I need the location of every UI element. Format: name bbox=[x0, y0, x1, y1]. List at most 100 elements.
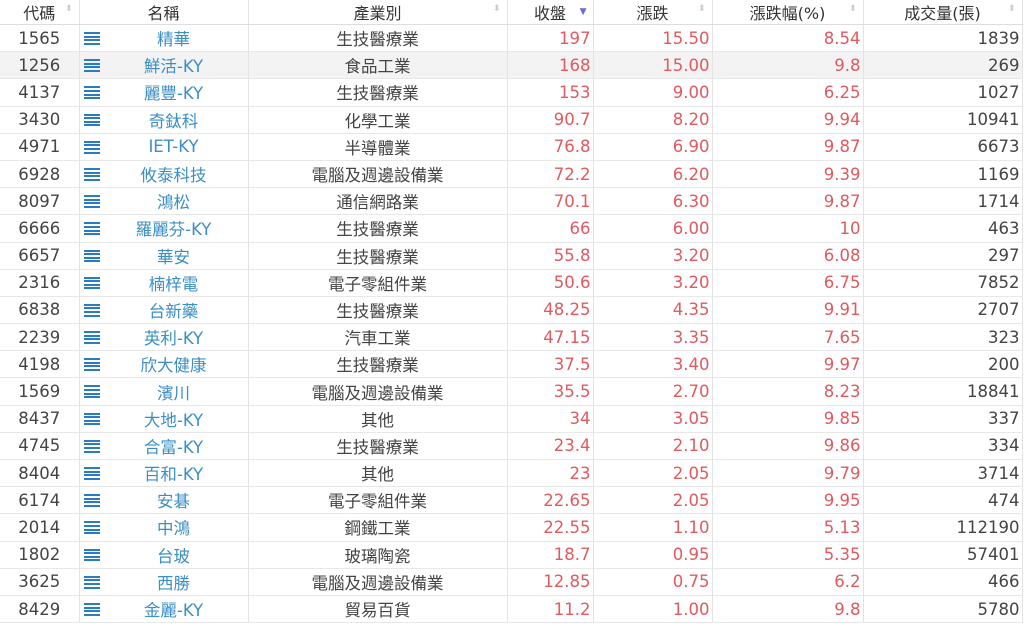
stock-name-cell[interactable]: 濱川 bbox=[79, 377, 249, 406]
list-icon[interactable] bbox=[83, 32, 100, 45]
stock-name-link[interactable]: 西勝 bbox=[157, 573, 190, 593]
list-icon[interactable] bbox=[83, 521, 100, 535]
table-row[interactable]: 4971 IET-KY 半導體業 76.8 6.90 9.87 6673 bbox=[0, 133, 1023, 161]
table-row[interactable]: 6174 安碁 電子零組件業 22.65 2.05 9.95 474 bbox=[0, 486, 1023, 515]
stock-name-link[interactable]: 百和-KY bbox=[143, 465, 204, 485]
list-icon[interactable] bbox=[83, 467, 100, 480]
stock-name-cell[interactable]: 華安 bbox=[79, 242, 249, 270]
table-row[interactable]: 3625 西勝 電腦及週邊設備業 12.85 0.75 6.2 466 bbox=[0, 568, 1023, 596]
stock-name-cell[interactable]: IET-KY bbox=[79, 133, 249, 161]
stock-name-link[interactable]: 羅麗芬-KY bbox=[135, 220, 212, 240]
list-icon[interactable] bbox=[83, 195, 100, 208]
sort-icon[interactable]: ⬍ bbox=[64, 4, 73, 14]
table-row[interactable]: 1565 精華 生技醫療業 197 15.50 8.54 1839 bbox=[0, 24, 1023, 53]
list-icon[interactable] bbox=[83, 439, 100, 453]
table-row[interactable]: 1256 鮮活-KY 食品工業 168 15.00 9.8 269 bbox=[0, 51, 1023, 80]
sort-desc-icon[interactable]: ▼ bbox=[579, 7, 587, 17]
header-industry[interactable]: 產業別 ⬍ bbox=[248, 0, 508, 25]
stock-name-link[interactable]: 台新藥 bbox=[148, 301, 199, 321]
stock-name-cell[interactable]: 百和-KY bbox=[79, 459, 249, 488]
table-row[interactable]: 8404 百和-KY 其他 23 2.05 9.79 3714 bbox=[0, 459, 1023, 488]
stock-name-link[interactable]: 台玻 bbox=[157, 546, 190, 566]
list-icon[interactable] bbox=[83, 167, 100, 181]
list-icon[interactable] bbox=[83, 602, 100, 616]
stock-name-cell[interactable]: 楠梓電 bbox=[79, 269, 249, 297]
stock-name-link[interactable]: 麗豐-KY bbox=[143, 84, 204, 104]
table-row[interactable]: 2239 英利-KY 汽車工業 47.15 3.35 7.65 323 bbox=[0, 323, 1023, 352]
table-row[interactable]: 1569 濱川 電腦及週邊設備業 35.5 2.70 8.23 18841 bbox=[0, 377, 1023, 406]
sort-icon[interactable]: ⬍ bbox=[1007, 4, 1016, 14]
list-icon[interactable] bbox=[83, 276, 100, 290]
stock-name-link[interactable]: IET-KY bbox=[148, 137, 199, 157]
stock-name-cell[interactable]: 羅麗芬-KY bbox=[79, 214, 249, 243]
stock-name-link[interactable]: 大地-KY bbox=[143, 410, 204, 430]
stock-name-cell[interactable]: 鴻松 bbox=[79, 187, 249, 216]
list-icon[interactable] bbox=[83, 222, 100, 236]
stock-name-cell[interactable]: 大地-KY bbox=[79, 405, 249, 433]
list-icon[interactable] bbox=[83, 412, 100, 426]
table-row[interactable]: 4198 欣大健康 生技醫療業 37.5 3.40 9.97 200 bbox=[0, 350, 1023, 379]
header-code[interactable]: 代碼 ⬍ bbox=[0, 0, 80, 25]
list-icon[interactable] bbox=[83, 575, 100, 589]
table-row[interactable]: 8097 鴻松 通信網路業 70.1 6.30 9.87 1714 bbox=[0, 187, 1023, 216]
stock-name-link[interactable]: 合富-KY bbox=[143, 437, 204, 457]
list-icon[interactable] bbox=[83, 303, 100, 317]
stock-name-link[interactable]: 中鴻 bbox=[157, 519, 190, 539]
list-icon[interactable] bbox=[83, 385, 100, 399]
table-row[interactable]: 2316 楠梓電 電子零組件業 50.6 3.20 6.75 7852 bbox=[0, 269, 1023, 297]
stock-name-cell[interactable]: 安碁 bbox=[79, 486, 249, 515]
stock-name-cell[interactable]: 中鴻 bbox=[79, 513, 249, 542]
stock-name-cell[interactable]: 台玻 bbox=[79, 541, 249, 569]
stock-name-link[interactable]: 鴻松 bbox=[157, 193, 190, 213]
header-change[interactable]: 漲跌 ⬍ bbox=[593, 0, 713, 25]
table-row[interactable]: 8437 大地-KY 其他 34 3.05 9.85 337 bbox=[0, 405, 1023, 433]
list-icon[interactable] bbox=[83, 331, 100, 344]
table-row[interactable]: 6928 攸泰科技 電腦及週邊設備業 72.2 6.20 9.39 1169 bbox=[0, 160, 1023, 189]
table-row[interactable]: 6666 羅麗芬-KY 生技醫療業 66 6.00 10 463 bbox=[0, 214, 1023, 243]
table-row[interactable]: 6838 台新藥 生技醫療業 48.25 4.35 9.91 2707 bbox=[0, 296, 1023, 325]
table-row[interactable]: 6657 華安 生技醫療業 55.8 3.20 6.08 297 bbox=[0, 242, 1023, 270]
sort-icon[interactable]: ⬍ bbox=[697, 4, 706, 14]
stock-name-cell[interactable]: 西勝 bbox=[79, 568, 249, 596]
stock-name-link[interactable]: 鮮活-KY bbox=[143, 57, 204, 77]
stock-name-link[interactable]: 華安 bbox=[157, 247, 190, 267]
list-icon[interactable] bbox=[83, 86, 100, 100]
header-volume[interactable]: 成交量(張) ⬍ bbox=[863, 0, 1023, 25]
table-row[interactable]: 3430 奇鈦科 化學工業 90.7 8.20 9.94 10941 bbox=[0, 106, 1023, 134]
list-icon[interactable] bbox=[83, 249, 100, 263]
sort-icon[interactable]: ⬍ bbox=[848, 4, 857, 14]
stock-name-cell[interactable]: 台新藥 bbox=[79, 296, 249, 325]
table-row[interactable]: 2014 中鴻 鋼鐵工業 22.55 1.10 5.13 112190 bbox=[0, 513, 1023, 542]
stock-name-cell[interactable]: 奇鈦科 bbox=[79, 106, 249, 134]
stock-name-cell[interactable]: 麗豐-KY bbox=[79, 78, 249, 107]
stock-name-link[interactable]: 精華 bbox=[157, 30, 190, 50]
header-close[interactable]: 收盤 ▼ bbox=[507, 0, 594, 25]
table-row[interactable]: 8429 金麗-KY 貿易百貨 11.2 1.00 9.8 5780 bbox=[0, 595, 1023, 624]
stock-name-cell[interactable]: 金麗-KY bbox=[79, 595, 249, 624]
list-icon[interactable] bbox=[83, 140, 100, 154]
stock-name-link[interactable]: 欣大健康 bbox=[140, 356, 207, 376]
stock-name-link[interactable]: 濱川 bbox=[157, 383, 190, 403]
table-row[interactable]: 4745 合富-KY 生技醫療業 23.4 2.10 9.86 334 bbox=[0, 432, 1023, 461]
stock-name-cell[interactable]: 欣大健康 bbox=[79, 350, 249, 379]
list-icon[interactable] bbox=[83, 548, 100, 562]
stock-name-link[interactable]: 奇鈦科 bbox=[148, 111, 199, 131]
sort-icon[interactable]: ⬍ bbox=[492, 4, 501, 14]
header-change-pct[interactable]: 漲跌幅(%) ⬍ bbox=[712, 0, 864, 25]
stock-name-cell[interactable]: 攸泰科技 bbox=[79, 160, 249, 189]
stock-name-cell[interactable]: 精華 bbox=[79, 24, 249, 53]
stock-name-link[interactable]: 安碁 bbox=[157, 492, 190, 512]
stock-name-cell[interactable]: 鮮活-KY bbox=[79, 51, 249, 80]
list-icon[interactable] bbox=[83, 358, 100, 372]
list-icon[interactable] bbox=[83, 494, 100, 507]
stock-name-cell[interactable]: 英利-KY bbox=[79, 323, 249, 352]
stock-name-link[interactable]: 金麗-KY bbox=[143, 601, 204, 621]
list-icon[interactable] bbox=[83, 113, 100, 127]
list-icon[interactable] bbox=[83, 59, 100, 72]
stock-name-link[interactable]: 攸泰科技 bbox=[140, 166, 207, 186]
table-row[interactable]: 4137 麗豐-KY 生技醫療業 153 9.00 6.25 1027 bbox=[0, 78, 1023, 107]
stock-name-cell[interactable]: 合富-KY bbox=[79, 432, 249, 461]
stock-name-link[interactable]: 楠梓電 bbox=[148, 274, 199, 294]
stock-name-link[interactable]: 英利-KY bbox=[143, 329, 204, 349]
table-row[interactable]: 1802 台玻 玻璃陶瓷 18.7 0.95 5.35 57401 bbox=[0, 541, 1023, 569]
